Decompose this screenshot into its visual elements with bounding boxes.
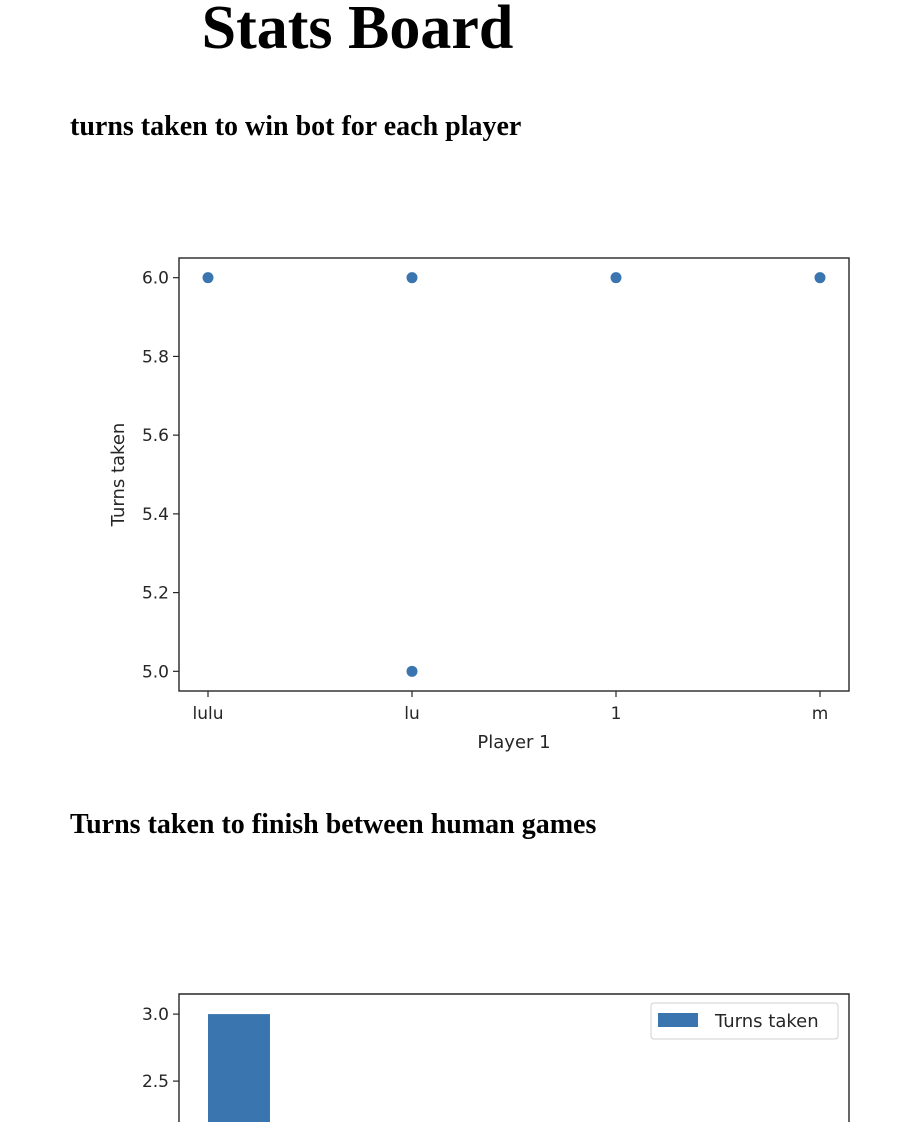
bar-plot-frame (178, 993, 850, 1122)
scatter-y-axis-label: Turns taken (108, 423, 129, 528)
scatter-y-tick-label: 5.2 (142, 584, 169, 604)
bar-y-tick-label: 2.5 (142, 1072, 169, 1092)
scatter-chart: 5.05.25.45.65.86.0 lulu lu 1 m Player 1 Tur… (108, 257, 850, 753)
scatter-x-tick-label: lu (404, 704, 420, 724)
scatter-y-tick-label: 5.6 (142, 426, 169, 446)
scatter-x-tick-label: lulu (193, 704, 224, 724)
scatter-y-tick-label: 5.8 (142, 347, 169, 367)
legend-label: Turns taken (714, 1011, 819, 1032)
section-heading-human-games: Turns taken to finish between human game… (70, 809, 597, 840)
scatter-x-axis-label: Player 1 (477, 732, 550, 753)
bar-legend: Turns taken (650, 1002, 839, 1040)
scatter-y-tick-label: 5.0 (142, 662, 169, 682)
scatter-y-tick-label: 6.0 (142, 269, 169, 289)
scatter-point (202, 272, 214, 284)
section-heading-bot-wins: turns taken to win bot for each player (70, 111, 522, 142)
scatter-x-tick-label: 1 (611, 704, 622, 724)
legend-box (650, 1002, 839, 1040)
scatter-y-tick-label: 5.4 (142, 505, 169, 525)
bar (208, 1014, 270, 1122)
scatter-plot-frame (178, 257, 850, 692)
page-title: Stats Board (201, 0, 514, 62)
scatter-x-tick-label: m (812, 704, 829, 724)
bar-chart: 3.0 2.5 Turns taken (142, 993, 850, 1122)
scatter-point (610, 272, 622, 284)
scatter-point (406, 665, 418, 677)
scatter-point (814, 272, 826, 284)
legend-swatch (658, 1013, 698, 1027)
scatter-point (406, 272, 418, 284)
bar-y-tick-label: 3.0 (142, 1005, 169, 1025)
